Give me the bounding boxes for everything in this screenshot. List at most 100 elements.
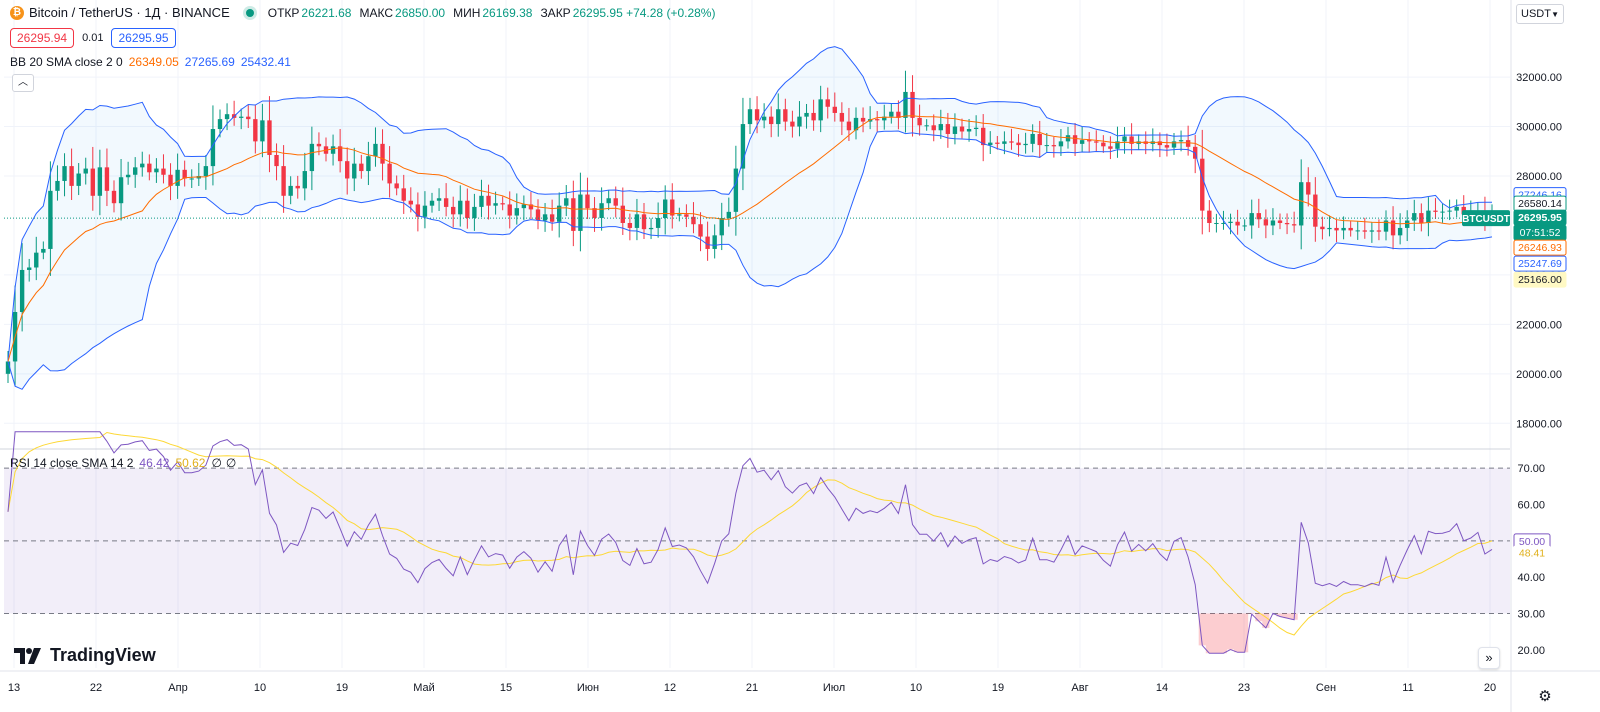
candle-body <box>1072 135 1078 144</box>
candle-body <box>408 200 413 205</box>
price-axis-label-bb-lower: 25247.69 <box>1513 255 1567 272</box>
price-axis-label-bb-basis: 26246.93 <box>1513 239 1567 256</box>
candle-body <box>776 109 781 125</box>
candle-body <box>903 91 908 118</box>
candle-body <box>1037 133 1042 146</box>
rsi-sma-value: 50.62 <box>175 456 206 470</box>
price-tick-label: 18000.00 <box>1516 418 1562 430</box>
candle-body <box>359 163 364 172</box>
bollinger-lower-line <box>7 130 1493 390</box>
tradingview-logo[interactable]: TradingView <box>14 645 156 666</box>
candle-body <box>1249 213 1254 226</box>
scroll-to-realtime-button[interactable]: » <box>1478 647 1500 669</box>
rsi-axis-label-rsi: 50.00 <box>1513 533 1551 549</box>
candle-body <box>599 203 604 219</box>
rsi-legend[interactable]: RSI 14 close SMA 14 2 46.42 50.62 ∅ ∅ <box>10 456 240 470</box>
price-label-text: 26295.95 <box>1518 212 1562 224</box>
candle-body <box>161 168 166 175</box>
candle-body <box>500 203 505 205</box>
time-tick-label: 11 <box>1402 682 1413 694</box>
ohlc-high-label: МАКС <box>359 5 394 20</box>
candle-body <box>1185 140 1191 147</box>
candle-body <box>1101 142 1106 147</box>
symbol-title[interactable]: Bitcoin / TetherUS · 1Д · BINANCE <box>29 5 230 20</box>
candle-body <box>1405 220 1410 228</box>
candle-body <box>740 124 746 169</box>
candle-body <box>641 214 647 230</box>
symbol-tag-label: BTCUSDT <box>1462 214 1510 225</box>
price-axis-labels: 27246.1626580.14BTCUSDT26295.9507:51:522… <box>1462 187 1567 561</box>
spread-value: 0.01 <box>82 32 104 44</box>
candle-body <box>1440 211 1445 213</box>
rsi-tick-label: 30.00 <box>1517 609 1545 621</box>
candle-body <box>1214 222 1219 224</box>
candle-body <box>415 204 421 217</box>
currency-label: USDT <box>1521 8 1551 20</box>
candle-body <box>366 156 371 172</box>
chevron-up-icon: ︿ <box>18 77 28 88</box>
candle-body <box>1115 141 1120 149</box>
candle-body <box>352 163 357 179</box>
price-tick-label: 28000.00 <box>1516 171 1562 183</box>
candle-body <box>19 269 25 312</box>
currency-select[interactable]: USDT ▼ <box>1516 4 1564 24</box>
rsi-value: 46.42 <box>139 456 170 470</box>
candle-body <box>436 198 442 201</box>
collapse-legend-button[interactable]: ︿ <box>12 74 34 92</box>
candle-body <box>182 169 187 179</box>
rsi-empty-value-2: ∅ <box>225 456 237 470</box>
time-tick-label: Июл <box>823 682 845 694</box>
candle-body <box>309 143 315 172</box>
candle-body <box>210 129 216 167</box>
bollinger-legend[interactable]: BB 20 SMA close 2 0 26349.05 27265.69 25… <box>10 55 297 69</box>
candle-body <box>507 204 512 216</box>
price-label-box <box>1513 239 1567 256</box>
candle-body <box>217 119 223 130</box>
candle-body <box>719 218 724 236</box>
rsi-name[interactable]: RSI 14 close SMA 14 2 <box>10 456 134 470</box>
candle-body <box>663 199 668 219</box>
candle-body <box>585 194 590 209</box>
candle-body <box>168 174 173 186</box>
symbol-legend[interactable]: ₿ Bitcoin / TetherUS · 1Д · BINANCE ОТКР… <box>10 5 723 20</box>
bollinger-lower-value: 25432.41 <box>240 55 291 69</box>
candle-body <box>451 206 456 215</box>
time-tick-label: Апр <box>168 682 187 694</box>
candle-body <box>1200 158 1205 211</box>
candle-body <box>486 195 491 206</box>
candle-body <box>677 214 682 216</box>
time-tick-label: 13 <box>8 682 20 694</box>
candle-body <box>542 214 548 221</box>
candle-body <box>1419 213 1424 223</box>
candle-body <box>1433 210 1438 212</box>
candle-body <box>1228 221 1233 223</box>
candle-body <box>1454 206 1459 211</box>
candle-body <box>373 143 378 157</box>
candle-body <box>648 227 654 230</box>
time-tick-label: Авг <box>1071 682 1088 694</box>
candle-body <box>1362 230 1367 232</box>
candle-body <box>1030 133 1035 144</box>
candle-body <box>1341 227 1346 231</box>
candle-body <box>910 91 915 118</box>
bollinger-upper-value: 27265.69 <box>184 55 235 69</box>
buy-price-button[interactable]: 26295.95 <box>111 28 176 48</box>
candle-body <box>726 211 731 219</box>
candle-body <box>1306 182 1311 195</box>
time-tick-label: Июн <box>577 682 599 694</box>
candle-body <box>55 180 60 191</box>
candle-body <box>514 208 519 216</box>
sell-price-button[interactable]: 26295.94 <box>10 28 75 48</box>
candle-body <box>401 188 406 201</box>
time-tick-label: 15 <box>500 682 512 694</box>
candle-body <box>224 114 230 120</box>
candle-body <box>1129 136 1134 144</box>
bollinger-name[interactable]: BB 20 SMA close 2 0 <box>10 55 123 69</box>
price-label-box <box>1513 271 1567 288</box>
candle-body <box>818 99 823 121</box>
chart-settings-gear-icon[interactable]: ⚙ <box>1538 688 1552 705</box>
symbol-tag-background <box>1462 210 1510 227</box>
candle-body <box>1094 141 1099 143</box>
candle-body <box>705 236 710 249</box>
